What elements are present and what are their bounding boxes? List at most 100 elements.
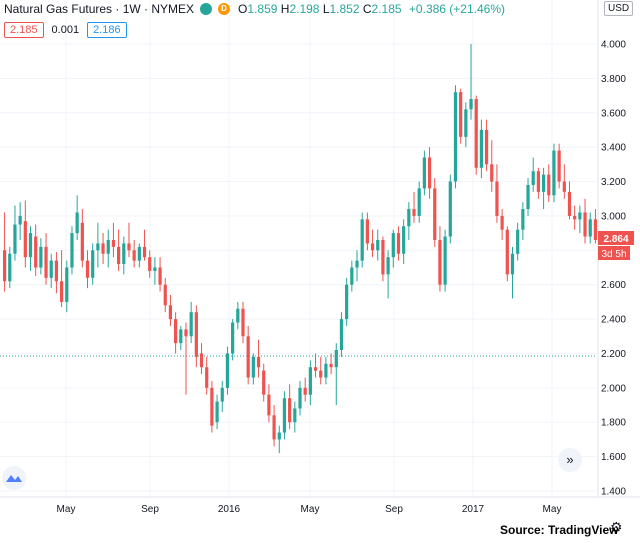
candle-body (117, 246, 121, 265)
candle-body (210, 387, 214, 426)
candle-body (158, 267, 162, 285)
candle-body (70, 233, 74, 268)
time-axis[interactable]: May Sep 2016 May Sep 2017 May (57, 504, 562, 515)
candle-body (54, 260, 59, 282)
candle-body (293, 408, 297, 423)
candle-body (13, 224, 17, 254)
bar-countdown: 3d 5h (601, 249, 626, 260)
change-value: +0.386 (+21.46%) (408, 2, 505, 16)
candle-body (174, 319, 178, 344)
open-value: 1.859 (247, 2, 278, 16)
y-tick-label: 1.800 (601, 418, 626, 429)
candle-body (205, 367, 209, 388)
candle-body (339, 319, 344, 351)
candle-body (59, 281, 64, 302)
candle-body (438, 239, 442, 285)
candle-body (189, 312, 193, 337)
candle-body (23, 221, 27, 258)
candle-body (345, 284, 349, 320)
candle-body (231, 322, 235, 354)
currency-button[interactable]: USD (604, 1, 634, 16)
ohlc-readout: O1.859 H2.198 L1.852 C2.185 +0.386 (+21.… (238, 2, 505, 16)
candle-body (453, 92, 458, 182)
candle-body (443, 236, 447, 285)
candle-body (370, 243, 375, 251)
candle-body (557, 150, 561, 182)
y-tick-label: 3.000 (601, 211, 626, 222)
candle-body (111, 239, 116, 247)
y-tick-label: 3.400 (601, 143, 626, 154)
tradingview-logo-icon[interactable] (2, 466, 26, 490)
candle-body (412, 209, 416, 216)
candle-body (536, 171, 541, 192)
gear-icon[interactable]: ⚙ (610, 519, 623, 535)
candle-body (153, 267, 157, 271)
candle-body (588, 219, 592, 237)
low-value: 1.852 (329, 2, 360, 16)
candle-body (593, 219, 598, 240)
scroll-to-realtime-button[interactable]: » (558, 448, 582, 472)
candle-body (500, 215, 504, 230)
candle-body (277, 432, 281, 440)
candle-body (350, 267, 354, 285)
candle-body (85, 260, 90, 278)
candle-body (148, 257, 152, 271)
y-tick-label: 2.000 (601, 383, 626, 394)
candle-body (2, 250, 7, 282)
candle-body (91, 250, 95, 278)
candle-body (505, 229, 509, 275)
x-tick-label: Sep (141, 504, 159, 515)
chart-header: Natural Gas Futures · 1W · NYMEX D O1.85… (4, 2, 505, 16)
candle-body (8, 253, 12, 282)
candle-body (417, 188, 421, 216)
candle-body (329, 363, 333, 368)
candle-body (246, 336, 250, 378)
candle-body (567, 191, 572, 216)
candle-body (28, 233, 33, 258)
candle-body (122, 243, 126, 265)
candle-body (464, 109, 468, 137)
price-boxes: 2.185 0.001 2.186 (4, 22, 127, 38)
candle-body (184, 329, 188, 337)
candle-body (583, 212, 587, 237)
y-tick-label: 3.600 (601, 108, 626, 119)
candle-body (386, 257, 390, 275)
candle-body (469, 99, 473, 110)
candle-body (251, 356, 255, 378)
candle-body (360, 219, 364, 261)
sell-price-button[interactable]: 2.185 (4, 22, 44, 38)
candle-body (391, 233, 395, 258)
candle-body (324, 363, 328, 378)
buy-price-button[interactable]: 2.186 (87, 22, 127, 38)
candle-body (127, 243, 131, 251)
y-tick-label: 2.200 (601, 349, 626, 360)
y-tick-label: 2.400 (601, 315, 626, 326)
candle-body (402, 226, 406, 254)
candle-body (521, 209, 525, 230)
price-axis[interactable]: 1.4001.6001.8002.0002.2002.4002.6002.800… (601, 40, 626, 498)
symbol-title[interactable]: Natural Gas Futures · 1W · NYMEX (4, 2, 195, 16)
candle-body (49, 260, 53, 278)
candle-body (376, 239, 380, 251)
y-tick-label: 1.400 (601, 487, 626, 498)
candle-body (18, 215, 22, 225)
candle-body (490, 164, 494, 182)
x-tick-label: Sep (385, 504, 403, 515)
last-price-label: 2.864 3d 5h (598, 231, 634, 260)
candle-body (355, 260, 359, 268)
last-price-value: 2.864 (603, 234, 628, 245)
double-chevron-right-icon: » (566, 452, 574, 467)
candle-body (313, 367, 318, 371)
y-tick-label: 3.800 (601, 74, 626, 85)
candle-body (163, 284, 167, 306)
candle-body (132, 250, 136, 261)
source-caption: Source: TradingView (500, 523, 619, 537)
close-value: 2.185 (371, 2, 402, 16)
candle-body (495, 181, 499, 216)
candle-body (288, 398, 292, 423)
candle-body (137, 246, 141, 261)
candle-body (194, 312, 198, 357)
x-tick-label: May (57, 504, 76, 515)
candle-body (168, 305, 173, 320)
